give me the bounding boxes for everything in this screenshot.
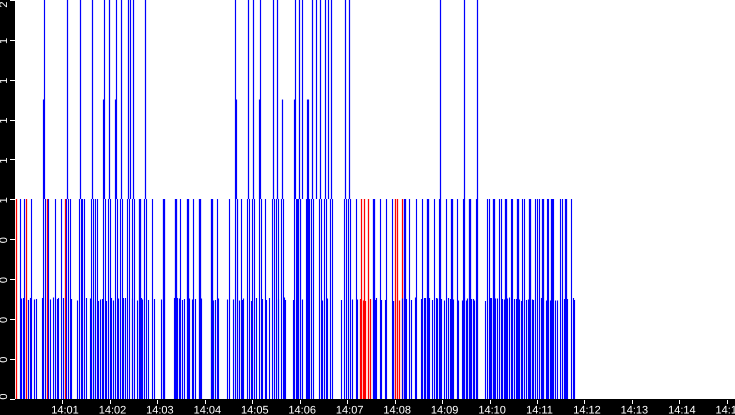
svg-text:14:05: 14:05	[241, 405, 269, 415]
svg-text:1: 1	[0, 38, 10, 44]
svg-text:14:13: 14:13	[621, 405, 649, 415]
svg-text:14:08: 14:08	[383, 405, 411, 415]
svg-text:14:04: 14:04	[194, 405, 222, 415]
svg-text:0: 0	[0, 357, 10, 363]
svg-text:1: 1	[0, 78, 10, 84]
svg-text:1: 1	[0, 197, 10, 203]
svg-text:1: 1	[0, 157, 10, 163]
svg-text:14:15: 14:15	[716, 405, 735, 415]
svg-text:14:03: 14:03	[146, 405, 174, 415]
svg-text:14:09: 14:09	[431, 405, 459, 415]
svg-text:14:14: 14:14	[668, 405, 696, 415]
svg-text:14:06: 14:06	[288, 405, 316, 415]
svg-text:1: 1	[0, 118, 10, 124]
svg-text:14:01: 14:01	[51, 405, 79, 415]
svg-text:0: 0	[0, 393, 10, 399]
svg-text:2: 2	[0, 1, 10, 7]
svg-text:14:07: 14:07	[336, 405, 364, 415]
svg-text:0: 0	[0, 317, 10, 323]
svg-text:14:12: 14:12	[573, 405, 601, 415]
svg-text:14:10: 14:10	[478, 405, 506, 415]
svg-text:0: 0	[0, 237, 10, 243]
svg-text:14:11: 14:11	[526, 405, 553, 415]
svg-text:0: 0	[0, 277, 10, 283]
svg-text:14:02: 14:02	[99, 405, 127, 415]
